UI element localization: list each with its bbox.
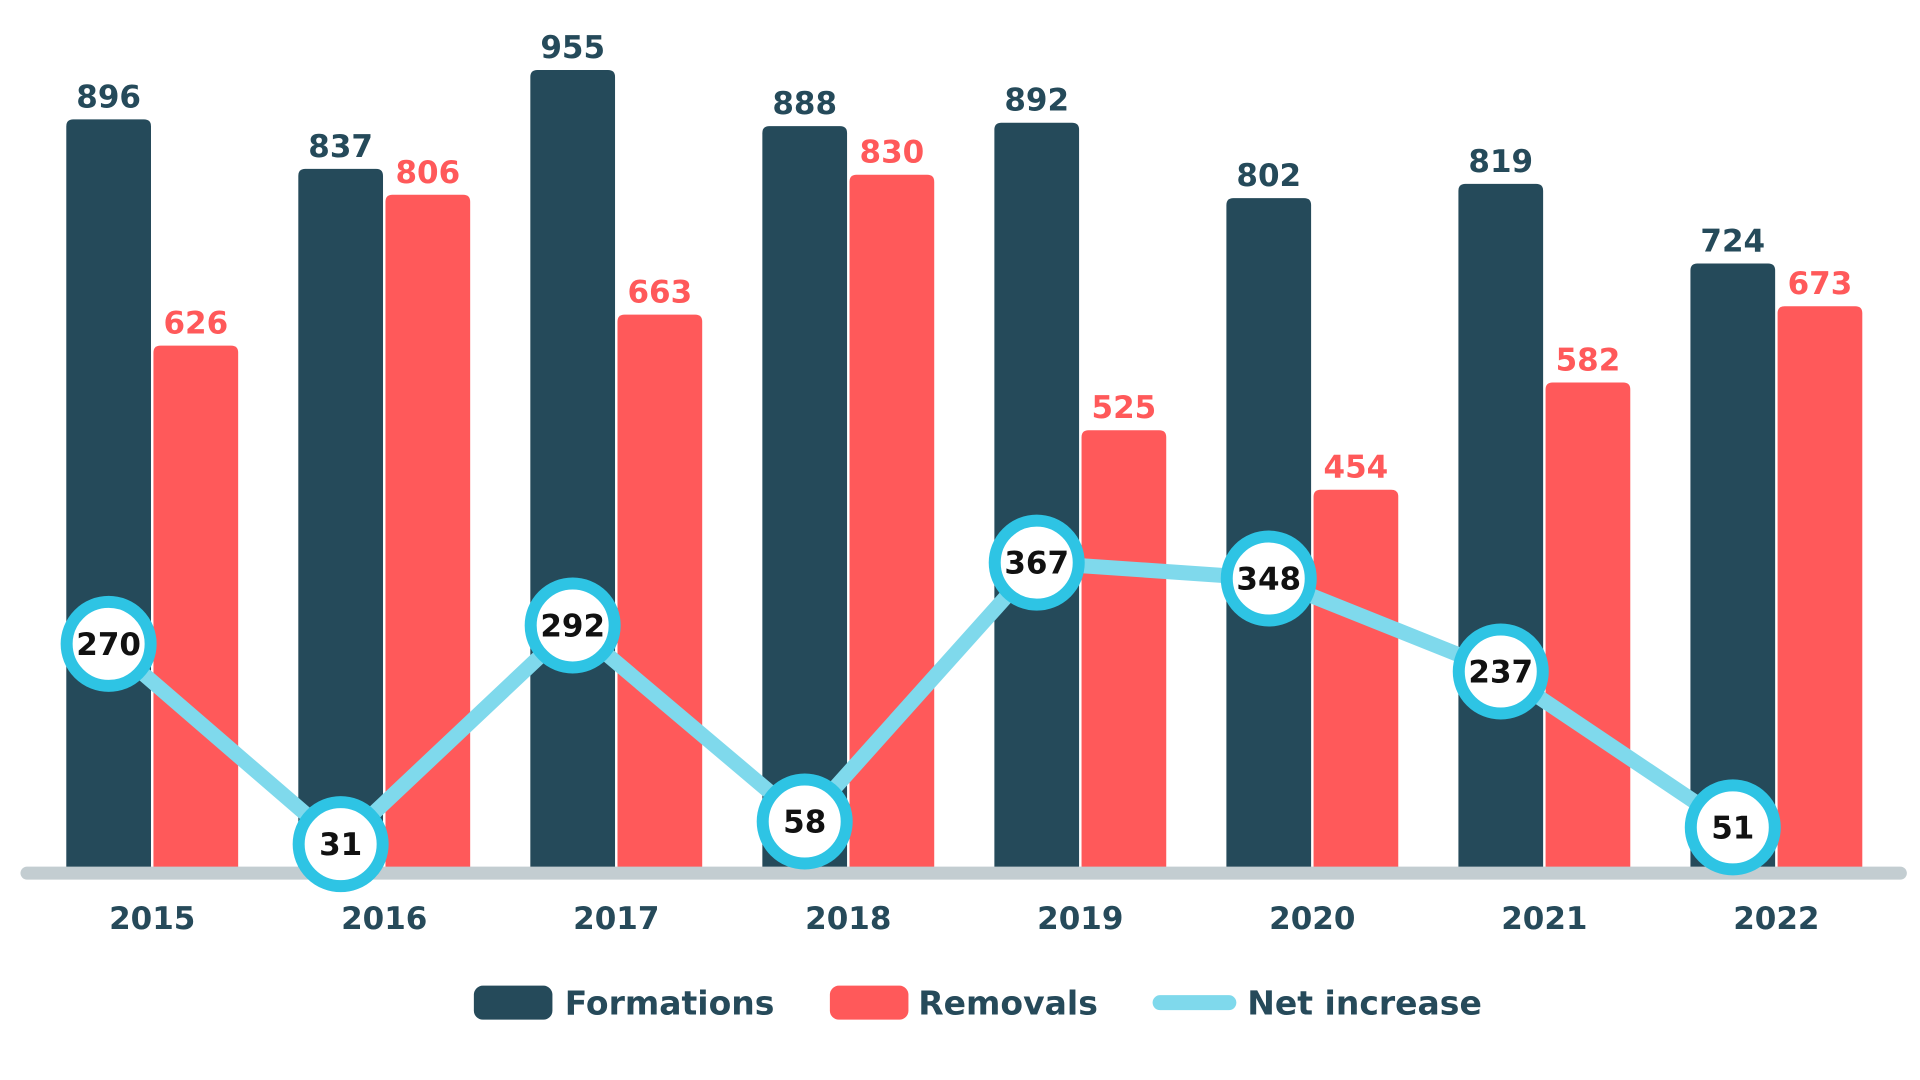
net-label-2022: 51	[1711, 810, 1754, 846]
bar-formations-2018	[762, 126, 848, 871]
net-marker-2021	[1452, 623, 1549, 720]
label-formations-2018: 888	[772, 86, 837, 122]
bar-removals-2019	[1081, 430, 1167, 871]
net-marker-2019	[988, 514, 1085, 611]
label-formations-2022: 724	[1700, 224, 1765, 260]
net-label-2019: 367	[1004, 546, 1069, 582]
bar-removals-2022	[1777, 306, 1863, 871]
x-tick-2020: 2020	[1269, 901, 1355, 937]
bar-removals-2021	[1545, 382, 1631, 871]
legend-swatch-formations	[473, 985, 553, 1020]
bar-removals-2015	[153, 345, 239, 871]
x-tick-2016: 2016	[341, 901, 427, 937]
label-formations-2020: 802	[1236, 158, 1301, 194]
net-marker-2022	[1684, 779, 1781, 876]
label-formations-2021: 819	[1468, 144, 1533, 180]
legend-label-formations: Formations	[565, 984, 775, 1023]
label-removals-2017: 663	[627, 275, 692, 311]
x-tick-2022: 2022	[1733, 901, 1819, 937]
bar-removals-2020	[1313, 489, 1399, 871]
label-formations-2016: 837	[308, 129, 373, 165]
label-removals-2022: 673	[1788, 266, 1853, 302]
bar-formations-2017	[530, 69, 616, 871]
bar-formations-2021	[1458, 183, 1544, 871]
label-removals-2016: 806	[395, 155, 460, 191]
label-removals-2018: 830	[860, 135, 925, 171]
label-removals-2021: 582	[1556, 342, 1621, 378]
label-formations-2015: 896	[76, 79, 141, 115]
label-removals-2015: 626	[163, 306, 228, 342]
net-label-2018: 58	[783, 805, 826, 841]
legend-label-removals: Removals	[918, 984, 1098, 1023]
bar-removals-2016	[385, 194, 471, 871]
legend: Formations Removals Net increase	[473, 984, 1482, 1023]
net-marker-2018	[756, 773, 853, 870]
net-marker-2016	[292, 796, 389, 893]
net-marker-2020	[1220, 530, 1317, 627]
x-tick-2019: 2019	[1037, 901, 1123, 937]
bar-formations-2019	[994, 122, 1080, 871]
legend-label-net-increase: Net increase	[1247, 984, 1482, 1023]
net-label-2017: 292	[540, 608, 605, 644]
bar-formations-2015	[66, 119, 151, 871]
label-formations-2019: 892	[1004, 83, 1069, 119]
legend-swatch-removals	[829, 985, 909, 1020]
x-tick-2015: 2015	[109, 901, 195, 937]
net-label-2020: 348	[1236, 562, 1301, 598]
bar-formations-2016	[298, 168, 384, 871]
bar-removals-2017	[617, 314, 703, 871]
x-tick-2017: 2017	[573, 901, 659, 937]
net-label-2015: 270	[76, 627, 141, 663]
label-formations-2017: 955	[540, 30, 605, 66]
net-increase-series: 270 31 292 58 367 348 237 51	[60, 514, 1781, 893]
net-marker-2017	[524, 577, 621, 674]
label-removals-2020: 454	[1324, 450, 1389, 486]
label-removals-2019: 525	[1092, 390, 1157, 426]
bar-formations-2022	[1690, 263, 1776, 871]
bars-group: 896 626 837 806 955 663 888 830 892 525 802 454 819 5…	[66, 30, 1863, 871]
x-tick-2021: 2021	[1501, 901, 1587, 937]
net-label-2021: 237	[1468, 655, 1533, 691]
net-marker-2015	[60, 595, 157, 692]
net-label-2016: 31	[319, 827, 362, 863]
x-tick-2018: 2018	[805, 901, 891, 937]
